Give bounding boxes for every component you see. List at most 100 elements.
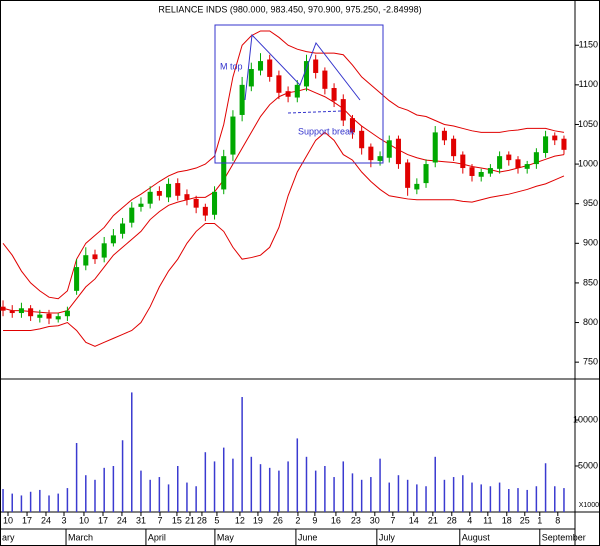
- candle-body: [55, 316, 61, 320]
- candle-body: [101, 243, 107, 258]
- candle-body: [368, 146, 374, 161]
- x-tick-label: 10: [79, 515, 89, 525]
- y-tick-label: 1050: [578, 119, 598, 129]
- x-tick-label: 9: [312, 515, 317, 525]
- candle-body: [359, 130, 365, 149]
- month-label: June: [298, 532, 318, 542]
- x-tick-label: 19: [253, 515, 263, 525]
- candle-body: [64, 310, 70, 317]
- candle-body: [423, 164, 429, 184]
- candle-body: [303, 61, 310, 87]
- pattern-box: [214, 24, 384, 164]
- candle-body: [497, 156, 503, 169]
- month-label: August: [462, 532, 491, 542]
- candle-body: [552, 135, 558, 141]
- x-tick-label: 24: [117, 515, 127, 525]
- candle-body: [184, 194, 190, 200]
- candle-body: [202, 206, 208, 216]
- x-tick-label: 11: [483, 515, 492, 525]
- y-tick-label: 10000: [573, 414, 598, 424]
- y-tick-label: 5000: [578, 460, 598, 470]
- candle-body: [230, 116, 236, 155]
- candle-body: [257, 61, 264, 71]
- annotation: Support break: [298, 126, 355, 136]
- x-tick-label: 1: [537, 515, 542, 525]
- y-tick-label: 900: [583, 238, 598, 248]
- x-tick-label: 24: [41, 515, 51, 525]
- candle-body: [340, 99, 346, 121]
- candle-body: [386, 140, 392, 158]
- bollinger-band: [2, 30, 565, 300]
- annotation: M top: [220, 61, 243, 71]
- x-tick-label: 30: [370, 515, 380, 525]
- x-tick-label: 16: [331, 515, 341, 525]
- bollinger-band: [3, 131, 565, 347]
- candle-body: [28, 308, 34, 317]
- candle-body: [166, 183, 172, 198]
- candle-body: [83, 255, 89, 266]
- x-tick-label: 21: [428, 515, 438, 525]
- x-tick-label: 10: [3, 515, 13, 525]
- candle-body: [74, 267, 80, 291]
- x-tick-label: 28: [197, 515, 207, 525]
- candle-body: [129, 207, 135, 223]
- x-tick-label: 7: [157, 515, 162, 525]
- x-tick-label: 7: [390, 515, 395, 525]
- candle-body: [276, 75, 282, 93]
- candle-body: [441, 130, 447, 141]
- month-label: May: [217, 532, 235, 542]
- candle-body: [92, 254, 98, 260]
- x-tick-label: 17: [22, 515, 32, 525]
- candle-body: [248, 69, 254, 87]
- candle-body: [377, 156, 383, 161]
- candle-body: [221, 156, 227, 190]
- candle-body: [524, 164, 530, 169]
- candle-body: [331, 88, 337, 101]
- candle-body: [285, 91, 291, 97]
- candle-body: [212, 191, 218, 215]
- candle-body: [533, 152, 539, 165]
- x-tick-label: 2: [295, 515, 300, 525]
- candle-body: [193, 198, 199, 208]
- candle-body: [432, 132, 438, 163]
- candle-body: [506, 154, 512, 161]
- x-tick-label: 31: [136, 515, 146, 525]
- candle-body: [175, 183, 181, 196]
- x-tick-label: 17: [98, 515, 108, 525]
- x-tick-label: 8: [555, 515, 560, 525]
- y-tick-label: 1100: [579, 79, 598, 89]
- month-label: April: [148, 532, 166, 542]
- candle-body: [120, 223, 126, 234]
- candle-body: [414, 183, 420, 190]
- month-label: March: [68, 532, 93, 542]
- month-label: September: [542, 532, 586, 542]
- candle-body: [469, 167, 475, 176]
- candle-body: [0, 306, 6, 311]
- month-label: July: [379, 532, 396, 542]
- m-top-line: [244, 33, 361, 101]
- candle-body: [156, 191, 162, 196]
- candle-body: [110, 235, 116, 244]
- candle-body: [267, 59, 273, 77]
- x-tick-label: 25: [520, 515, 530, 525]
- y-tick-label: 800: [583, 317, 598, 327]
- candle-body: [9, 310, 15, 314]
- candle-body: [313, 59, 319, 73]
- candle-body: [37, 314, 43, 318]
- candle-body: [46, 313, 52, 319]
- candle-body: [543, 136, 549, 153]
- candle-body: [138, 203, 144, 207]
- x-tick-label: 18: [502, 515, 512, 525]
- x-tick-label: 15: [172, 515, 182, 525]
- y-tick-label: 750: [583, 357, 598, 367]
- support-line: [287, 110, 343, 114]
- x-tick-label: 3: [61, 515, 66, 525]
- x-tick-label: 5: [214, 515, 219, 525]
- candle-body: [18, 308, 24, 314]
- y-tick-label: 1150: [579, 40, 598, 50]
- candle-body: [239, 84, 245, 115]
- volume-unit: X1000: [579, 502, 599, 509]
- x-tick-label: 28: [447, 515, 457, 525]
